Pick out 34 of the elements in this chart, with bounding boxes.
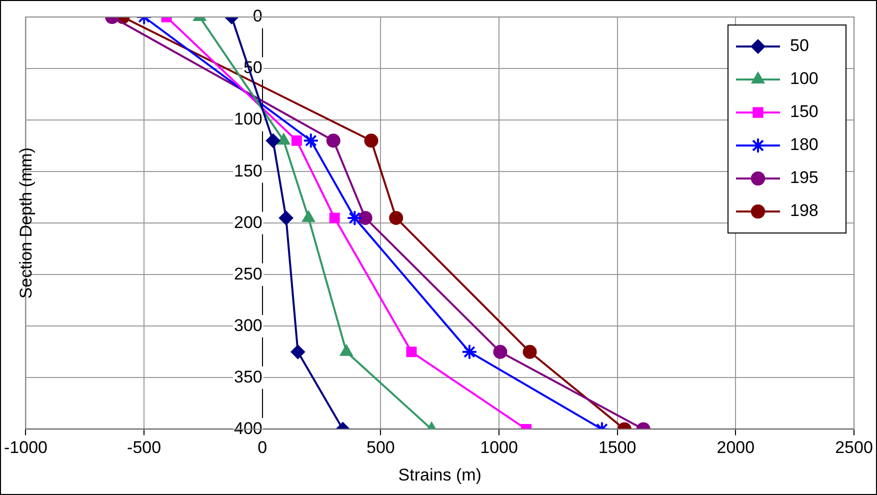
x-tick-label: 1500 xyxy=(598,438,636,458)
x-tick-label: -500 xyxy=(127,438,162,458)
point xyxy=(358,210,372,225)
point xyxy=(346,210,363,226)
y-tick-label: 400 xyxy=(234,418,262,438)
x-axis-title: Strains (m) xyxy=(398,465,482,484)
point xyxy=(329,212,340,224)
point xyxy=(326,134,340,148)
y-tick-label: 100 xyxy=(234,110,262,129)
y-axis-title: Section Depth (mm) xyxy=(16,148,36,299)
x-tick-label: 2000 xyxy=(716,438,755,458)
x-tick-label: -1000 xyxy=(4,438,48,458)
y-tick-label: 250 xyxy=(234,264,262,284)
y-tick-label: 300 xyxy=(234,316,262,335)
point xyxy=(302,132,319,149)
legend-label: 195 xyxy=(790,168,818,188)
legend-label: 150 xyxy=(790,102,818,122)
point xyxy=(302,210,315,222)
x-tick-label: 1000 xyxy=(480,438,518,458)
x-tick-label: 2500 xyxy=(835,438,873,458)
y-tick-label: 150 xyxy=(234,161,262,180)
point xyxy=(389,210,404,225)
legend-label: 50 xyxy=(790,36,809,56)
point xyxy=(266,134,280,148)
point xyxy=(291,135,302,146)
y-tick-label: 350 xyxy=(234,367,262,386)
point xyxy=(340,344,353,356)
point xyxy=(364,134,378,148)
legend-label: 198 xyxy=(790,201,818,220)
legend-label: 180 xyxy=(790,135,818,154)
legend-label: 100 xyxy=(790,69,818,88)
point xyxy=(279,210,294,225)
y-tick-label: 200 xyxy=(234,212,262,232)
x-tick-label: 500 xyxy=(366,438,395,458)
